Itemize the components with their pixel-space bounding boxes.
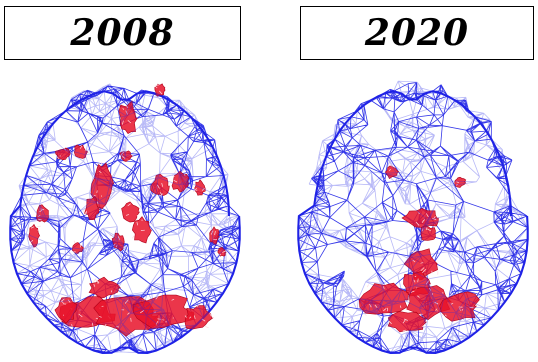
activation-cluster — [55, 147, 71, 161]
activation-cluster — [406, 285, 453, 321]
activation-cluster — [121, 201, 141, 223]
activation-cluster — [36, 204, 49, 223]
mesh-lines — [9, 83, 241, 354]
activation-cluster — [131, 216, 153, 244]
activation-cluster — [119, 150, 134, 162]
activation-cluster — [171, 169, 190, 193]
activation-cluster — [54, 297, 78, 324]
activation-cluster — [184, 303, 214, 330]
activation-cluster — [420, 225, 436, 241]
year-2020-text: 2020 — [364, 12, 470, 54]
mesh-lines — [297, 80, 529, 354]
activation-cluster — [90, 162, 115, 210]
activation-cluster — [82, 196, 102, 221]
activation-cluster — [387, 311, 428, 335]
activation-cluster — [403, 248, 439, 280]
activation-cluster — [116, 100, 138, 134]
activation-cluster — [193, 179, 206, 196]
wireframe-mesh-2008 — [9, 85, 241, 355]
activation-cluster — [72, 240, 85, 254]
activation-cluster — [439, 291, 480, 322]
mesh-outline — [297, 90, 529, 355]
activation-cluster — [88, 276, 122, 299]
activation-clusters-2020 — [358, 162, 480, 335]
activation-cluster — [401, 208, 439, 228]
activation-cluster — [216, 247, 227, 257]
brain-wireframe-2008 — [9, 83, 241, 355]
activation-cluster — [28, 223, 41, 248]
activation-cluster — [385, 162, 400, 180]
year-label-left: 2008 — [4, 6, 241, 60]
activation-cluster — [154, 83, 166, 97]
year-label-right: 2020 — [300, 6, 534, 60]
activation-cluster — [109, 232, 125, 252]
brain-wireframe-2020 — [297, 80, 529, 355]
activation-cluster — [209, 226, 220, 245]
activation-cluster — [132, 294, 195, 329]
activation-cluster — [454, 176, 469, 188]
mesh-overlay — [9, 83, 241, 355]
year-2008-text: 2008 — [70, 12, 175, 54]
mesh-outline — [9, 90, 241, 355]
mesh-outline — [9, 90, 241, 355]
mesh-outline — [297, 90, 529, 355]
mesh-overlay — [297, 80, 529, 355]
wireframe-mesh-2020 — [297, 82, 529, 355]
activation-cluster — [72, 144, 89, 159]
activation-cluster — [150, 173, 170, 197]
activation-clusters-2008 — [28, 83, 227, 337]
